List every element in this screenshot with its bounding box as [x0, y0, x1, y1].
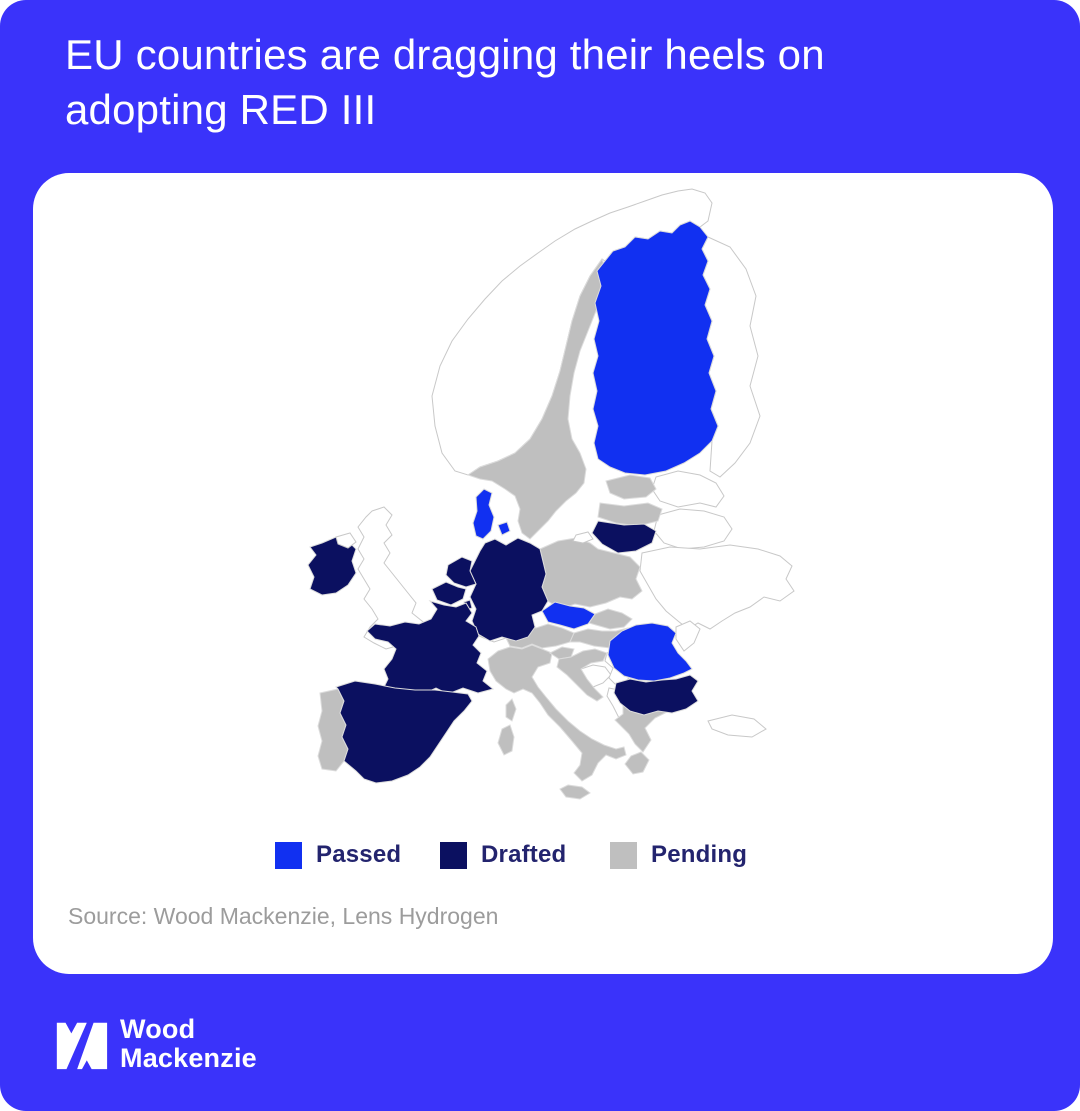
wood-mackenzie-logo: Wood Mackenzie	[52, 1015, 257, 1073]
map-country-denmark	[472, 488, 495, 540]
europe-map-svg	[307, 188, 795, 800]
logo-text-line-2: Mackenzie	[120, 1043, 257, 1073]
legend-swatch-drafted	[440, 841, 467, 869]
map-country-finland	[592, 220, 719, 476]
map-country-netherlands	[445, 556, 477, 588]
legend-item-passed: Passed	[275, 841, 401, 869]
map-country-slovenia	[549, 646, 575, 660]
wood-mackenzie-logo-mark-icon	[56, 1022, 108, 1070]
map-country-poland	[539, 537, 643, 610]
map-country-czechia	[541, 601, 596, 630]
legend-swatch-pending	[610, 841, 637, 869]
legend: Passed Drafted Pending	[33, 841, 1053, 881]
map-region-kaliningrad	[572, 531, 594, 544]
map-country-latvia	[597, 502, 663, 527]
map-island-sardinia	[497, 724, 515, 756]
map-country-russia-baltic	[651, 470, 725, 508]
legend-label-passed: Passed	[316, 841, 402, 868]
map-country-slovakia	[588, 608, 633, 630]
legend-item-drafted: Drafted	[440, 841, 566, 869]
map-country-spain	[335, 680, 473, 784]
title-line-2: adopting RED III	[65, 85, 377, 133]
europe-map	[280, 181, 840, 826]
map-country-estonia	[605, 474, 657, 500]
legend-item-pending: Pending	[610, 841, 747, 869]
legend-swatch-passed	[275, 841, 302, 869]
source-note: Source: Wood Mackenzie, Lens Hydrogen	[68, 903, 499, 929]
map-country-sweden	[466, 257, 609, 540]
map-card: Passed Drafted Pending Source: Wood Mack…	[33, 173, 1053, 974]
map-country-lithuania	[591, 520, 657, 554]
map-island-sicily	[559, 784, 591, 800]
map-country-romania	[607, 622, 693, 682]
map-country-belgium	[431, 581, 467, 606]
map-country-germany	[469, 537, 549, 642]
map-island-zealand	[497, 521, 511, 536]
map-country-croatia	[556, 648, 608, 702]
map-region-peloponnese	[624, 751, 650, 775]
wood-mackenzie-logo-text: Wood Mackenzie	[120, 1015, 257, 1073]
logo-text-line-1: Wood	[120, 1014, 196, 1045]
legend-label-drafted: Drafted	[481, 841, 567, 868]
title-line-1: EU countries are dragging their heels on	[65, 31, 825, 78]
map-country-italy	[487, 644, 627, 782]
map-country-ukraine	[639, 544, 795, 630]
map-island-corsica	[505, 698, 517, 722]
page-title: EU countries are dragging their heels on…	[65, 28, 1025, 137]
map-country-belarus	[653, 508, 733, 550]
legend-label-pending: Pending	[651, 841, 748, 868]
map-country-moldova	[675, 620, 701, 652]
map-country-turkey	[707, 714, 767, 738]
map-region-northern-ireland	[335, 532, 357, 549]
